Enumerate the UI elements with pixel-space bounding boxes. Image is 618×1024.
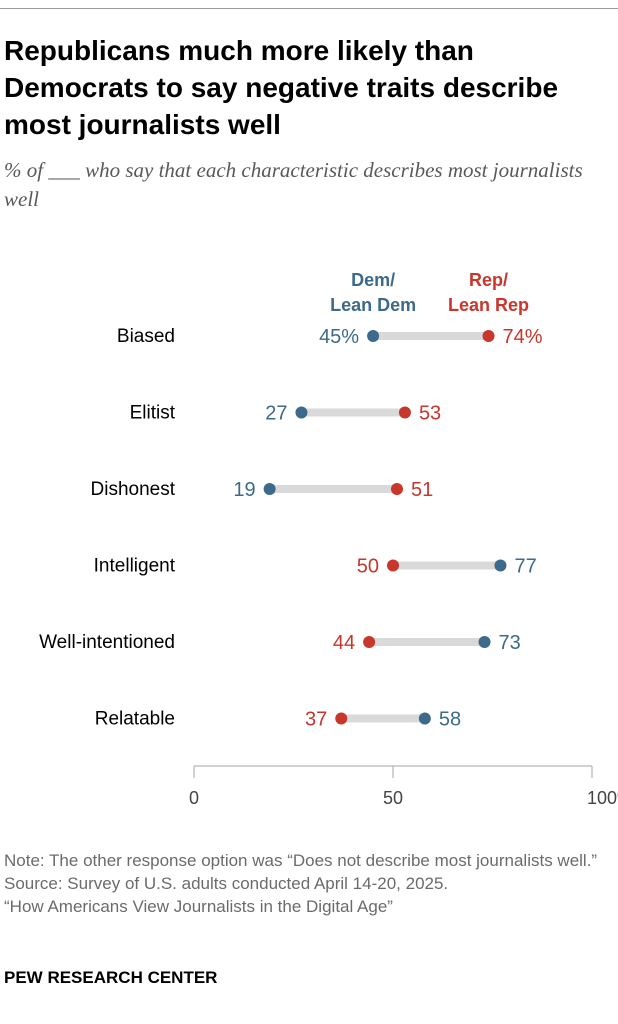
x-tick-label: 50 bbox=[383, 788, 403, 808]
dot-rep bbox=[482, 330, 495, 342]
row-label-intelligent: Intelligent bbox=[94, 556, 176, 577]
legend-dem-line-2: Lean Dem bbox=[330, 295, 416, 315]
dot-dem bbox=[263, 483, 276, 495]
legend-rep-line-2: Lean Rep bbox=[448, 295, 529, 315]
row-label-well-intentioned: Well-intentioned bbox=[39, 632, 175, 653]
value-label-rep: 74% bbox=[503, 326, 543, 348]
row-label-biased: Biased bbox=[117, 326, 175, 347]
dot-dem bbox=[478, 636, 491, 648]
chart-subtitle: % of ___ who say that each characteristi… bbox=[4, 158, 583, 211]
legend-dem-line-1: Dem/ bbox=[351, 270, 395, 290]
dot-plot-chart: Dem/Lean Dem Rep/Lean Rep Biased 45% 74% Elit… bbox=[39, 270, 618, 808]
dot-rep bbox=[390, 483, 403, 495]
brand-logo-text: PEW RESEARCH CENTER bbox=[4, 968, 218, 987]
x-tick-label: 100% bbox=[587, 788, 618, 808]
dot-dem bbox=[295, 406, 308, 419]
value-label-dem: 58 bbox=[439, 709, 461, 731]
dot-rep bbox=[398, 406, 411, 419]
value-label-rep: 37 bbox=[305, 709, 327, 731]
row-label-dishonest: Dishonest bbox=[91, 479, 176, 500]
dot-dem bbox=[367, 330, 380, 342]
dot-rep bbox=[387, 559, 399, 572]
row-label-elitist: Elitist bbox=[130, 403, 176, 424]
value-label-dem: 45% bbox=[319, 326, 359, 348]
dot-rep bbox=[335, 712, 348, 725]
value-label-dem: 73 bbox=[499, 632, 521, 654]
value-label-rep: 51 bbox=[411, 479, 433, 501]
footnote: Note: The other response option was “Doe… bbox=[4, 849, 604, 918]
dot-dem bbox=[418, 712, 431, 725]
legend-rep-line-1: Rep/ bbox=[469, 270, 508, 290]
dot-dem bbox=[494, 559, 507, 572]
dot-rep bbox=[363, 636, 376, 648]
x-tick-label: 0 bbox=[189, 788, 199, 808]
value-label-rep: 53 bbox=[419, 403, 441, 425]
value-label-dem: 77 bbox=[514, 556, 536, 578]
value-label-dem: 19 bbox=[233, 479, 255, 501]
value-label-dem: 27 bbox=[265, 403, 287, 425]
row-label-relatable: Relatable bbox=[95, 709, 175, 730]
report-title: “How Americans View Journalists in the D… bbox=[4, 897, 393, 916]
value-label-rep: 44 bbox=[333, 632, 355, 654]
chart-title: Republicans much more likely than Democr… bbox=[4, 35, 559, 140]
value-label-rep: 50 bbox=[357, 556, 379, 578]
top-rule bbox=[0, 8, 618, 9]
note-text: Note: The other response option was “Doe… bbox=[4, 851, 598, 870]
source-text: Source: Survey of U.S. adults conducted … bbox=[4, 874, 449, 893]
